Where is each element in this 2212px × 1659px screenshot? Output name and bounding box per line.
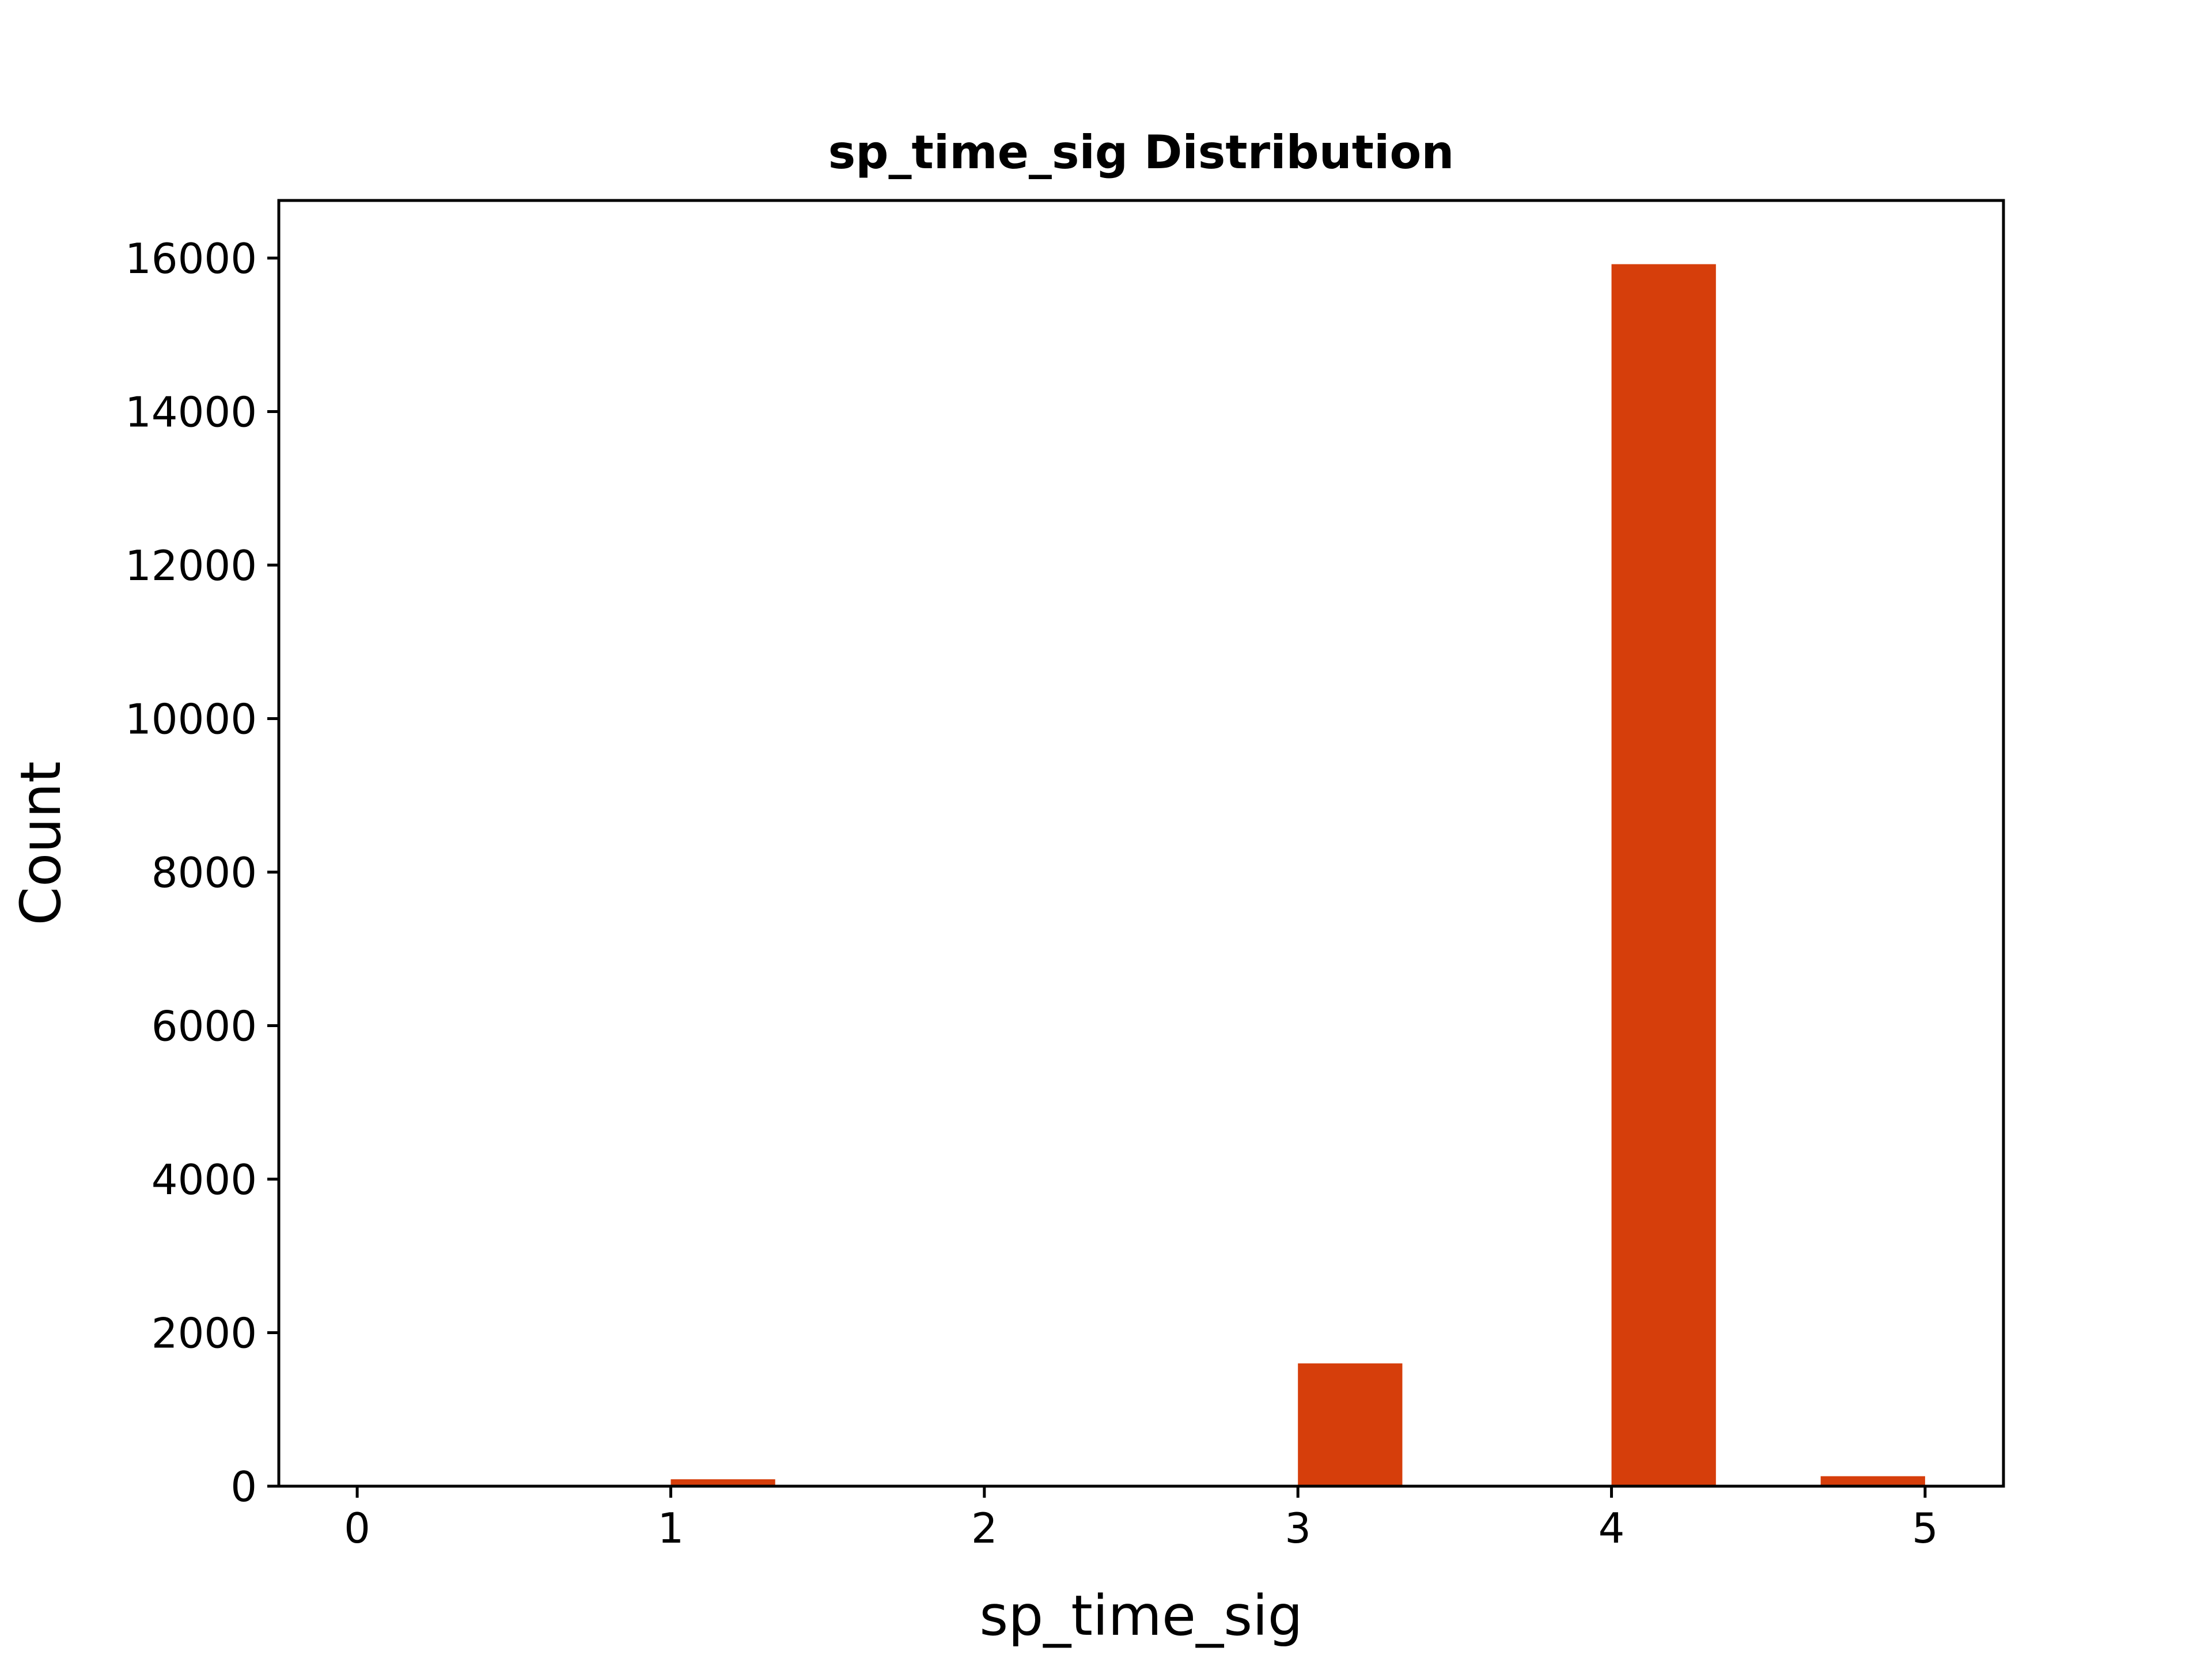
y-tick-label-3: 6000 [151, 1002, 257, 1050]
x-tick-label-5: 5 [1912, 1504, 1938, 1552]
y-tick-label-0: 0 [230, 1463, 257, 1511]
y-axis-label: Count [9, 761, 73, 925]
x-axis-label: sp_time_sig [979, 1584, 1302, 1648]
x-tick-label-3: 3 [1285, 1504, 1311, 1552]
x-axis-ticks: 0 1 2 3 4 5 [344, 1486, 1938, 1552]
y-tick-label-2: 4000 [151, 1156, 257, 1204]
plot-frame [277, 199, 2005, 1488]
x-tick-label-4: 4 [1599, 1504, 1625, 1552]
y-tick-label-4: 8000 [151, 849, 257, 897]
y-tick-label-6: 12000 [125, 541, 257, 590]
y-tick-label-7: 14000 [125, 388, 257, 436]
bar-0 [671, 1479, 775, 1486]
bars-layer [671, 264, 1925, 1486]
x-tick-label-0: 0 [344, 1504, 370, 1552]
y-tick-label-1: 2000 [151, 1309, 257, 1357]
bar-3 [1820, 1476, 1925, 1486]
y-tick-label-8: 16000 [125, 234, 257, 283]
bar-1 [1298, 1363, 1403, 1486]
x-tick-label-1: 1 [658, 1504, 684, 1552]
y-tick-label-5: 10000 [125, 695, 257, 743]
x-tick-label-2: 2 [971, 1504, 998, 1552]
bar-2 [1611, 264, 1716, 1486]
y-axis-ticks: 0 2000 4000 6000 8000 10000 12000 14000 16000 [125, 234, 279, 1511]
chart-title: sp_time_sig Distribution [828, 126, 1455, 179]
